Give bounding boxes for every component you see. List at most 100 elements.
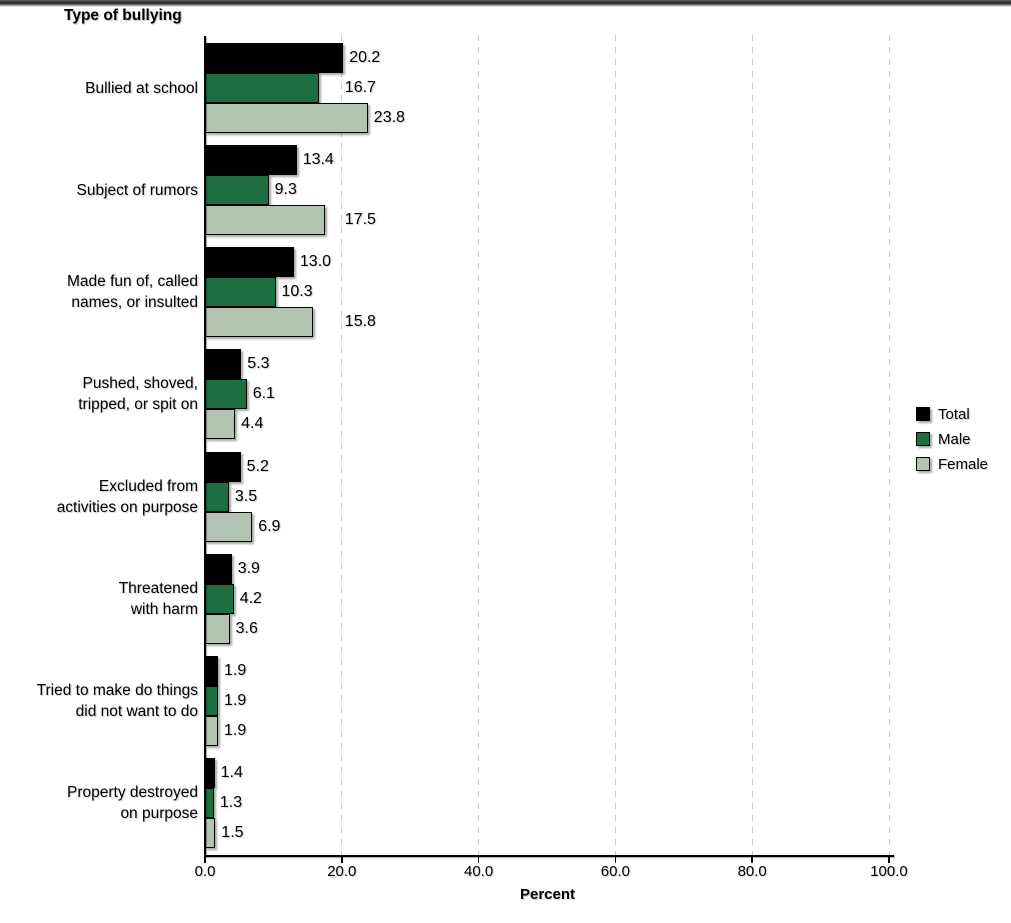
category-label-line: Bullied at school <box>85 79 198 97</box>
gridline <box>478 35 480 855</box>
x-axis-line <box>204 855 894 857</box>
window-top-border <box>0 0 1011 7</box>
bar-male <box>205 481 229 512</box>
category-label-line: Property destroyed <box>67 784 198 802</box>
bar-value-label: 10.3 <box>281 283 313 301</box>
bar-value-label: 1.5 <box>221 824 244 842</box>
legend-label: Male <box>938 430 971 448</box>
tick-label: 20.0 <box>327 863 357 880</box>
bar-female <box>205 103 368 133</box>
bar-value-label: 15.8 <box>344 313 376 331</box>
category-label: Subject of rumors <box>0 145 198 235</box>
bar-value-label: 1.9 <box>224 721 247 739</box>
tick-mark <box>204 857 206 863</box>
category-label-line: Tried to make do things <box>36 681 198 699</box>
bar-male <box>205 788 214 819</box>
y-axis-line <box>204 36 206 856</box>
tick-mark <box>477 857 480 863</box>
bar-male <box>205 175 269 206</box>
category-label-line: names, or insulted <box>71 294 198 312</box>
tick-mark <box>614 857 617 863</box>
x-axis-title: Percent <box>519 886 576 903</box>
category-label-line: Made fun of, called <box>67 273 198 291</box>
category-label: Pushed, shoved, tripped, or spit on <box>0 349 198 439</box>
bar-value-label: 17.5 <box>344 211 376 229</box>
category-label-line: tripped, or spit on <box>78 396 198 414</box>
bar-value-label: 1.3 <box>219 794 243 812</box>
bar-male <box>205 379 247 410</box>
bar-female <box>205 205 325 236</box>
bar-value-label: 23.8 <box>373 109 405 126</box>
bar-value-label: 3.9 <box>237 559 260 577</box>
bar-value-label: 1.4 <box>220 764 243 782</box>
legend-label: Female <box>938 455 989 473</box>
bar-total <box>205 247 294 278</box>
bar-total <box>205 553 232 584</box>
category-label: Tried to make do things did not want to d… <box>0 656 198 746</box>
category-label-line: did not want to do <box>75 702 198 720</box>
category-label-line: with harm <box>130 600 198 618</box>
tick-label: 60.0 <box>600 863 630 880</box>
legend-swatch-female <box>916 457 930 471</box>
gridline <box>614 35 616 855</box>
bar-male <box>205 73 320 103</box>
bar-value-label: 5.3 <box>247 355 270 373</box>
legend-swatch-male <box>916 432 930 446</box>
tick-label: 100.0 <box>870 863 908 880</box>
legend-item-female: Female <box>916 455 989 473</box>
chart-title: Type of bullying <box>64 7 182 24</box>
bar-value-label: 13.0 <box>299 253 332 271</box>
bar-total <box>205 655 218 686</box>
tick-label: 80.0 <box>737 863 767 880</box>
bar-male <box>205 277 276 308</box>
category-label-line: Pushed, shoved, <box>82 375 198 393</box>
category-label: Property destroyed on purpose <box>0 758 198 848</box>
bar-total <box>205 349 242 380</box>
category-label-line: Excluded from <box>98 477 198 495</box>
tick-mark <box>888 857 890 863</box>
tick-mark <box>751 857 753 863</box>
bar-value-label: 6.9 <box>258 517 281 535</box>
legend-swatch-total <box>916 407 930 421</box>
gridline <box>888 35 890 855</box>
bar-female <box>205 613 230 644</box>
bar-total <box>205 145 297 176</box>
bar-male <box>205 685 218 716</box>
bar-value-label: 5.2 <box>246 457 269 475</box>
legend: Total Male Female <box>916 406 988 481</box>
bar-female <box>205 715 218 746</box>
bar-female <box>205 307 314 338</box>
bar-value-label: 6.1 <box>252 385 275 403</box>
category-label: Made fun of, called names, or insulted <box>0 247 198 337</box>
category-label-line: Subject of rumors <box>76 181 198 199</box>
category-label: Threatened with harm <box>0 554 198 644</box>
bar-value-label: 4.4 <box>241 415 264 433</box>
gridline <box>751 35 753 855</box>
bar-value-label: 3.6 <box>235 619 258 637</box>
bar-female <box>205 818 216 849</box>
category-label-line: activities on purpose <box>56 498 198 516</box>
bar-value-label: 9.3 <box>274 181 297 199</box>
legend-item-male: Male <box>916 430 988 448</box>
category-label-line: Threatened <box>118 579 198 597</box>
bar-male <box>205 583 234 614</box>
bar-total <box>205 758 215 789</box>
legend-label: Total <box>938 405 970 423</box>
bar-value-label: 1.9 <box>224 691 247 709</box>
legend-item-total: Total <box>916 405 988 423</box>
bar-total <box>205 451 241 482</box>
bar-value-label: 4.2 <box>239 589 262 607</box>
bar-value-label: 16.7 <box>344 79 376 96</box>
bar-value-label: 3.5 <box>234 487 258 505</box>
bar-total <box>205 43 344 73</box>
category-label-line: on purpose <box>120 805 198 823</box>
tick-mark <box>341 857 343 863</box>
tick-label: 0.0 <box>194 863 216 880</box>
category-label: Bullied at school <box>0 43 198 133</box>
bar-female <box>205 409 236 440</box>
bar-value-label: 1.9 <box>224 661 247 679</box>
bar-female <box>205 511 253 542</box>
gridline <box>341 35 343 855</box>
tick-label: 40.0 <box>463 863 494 880</box>
